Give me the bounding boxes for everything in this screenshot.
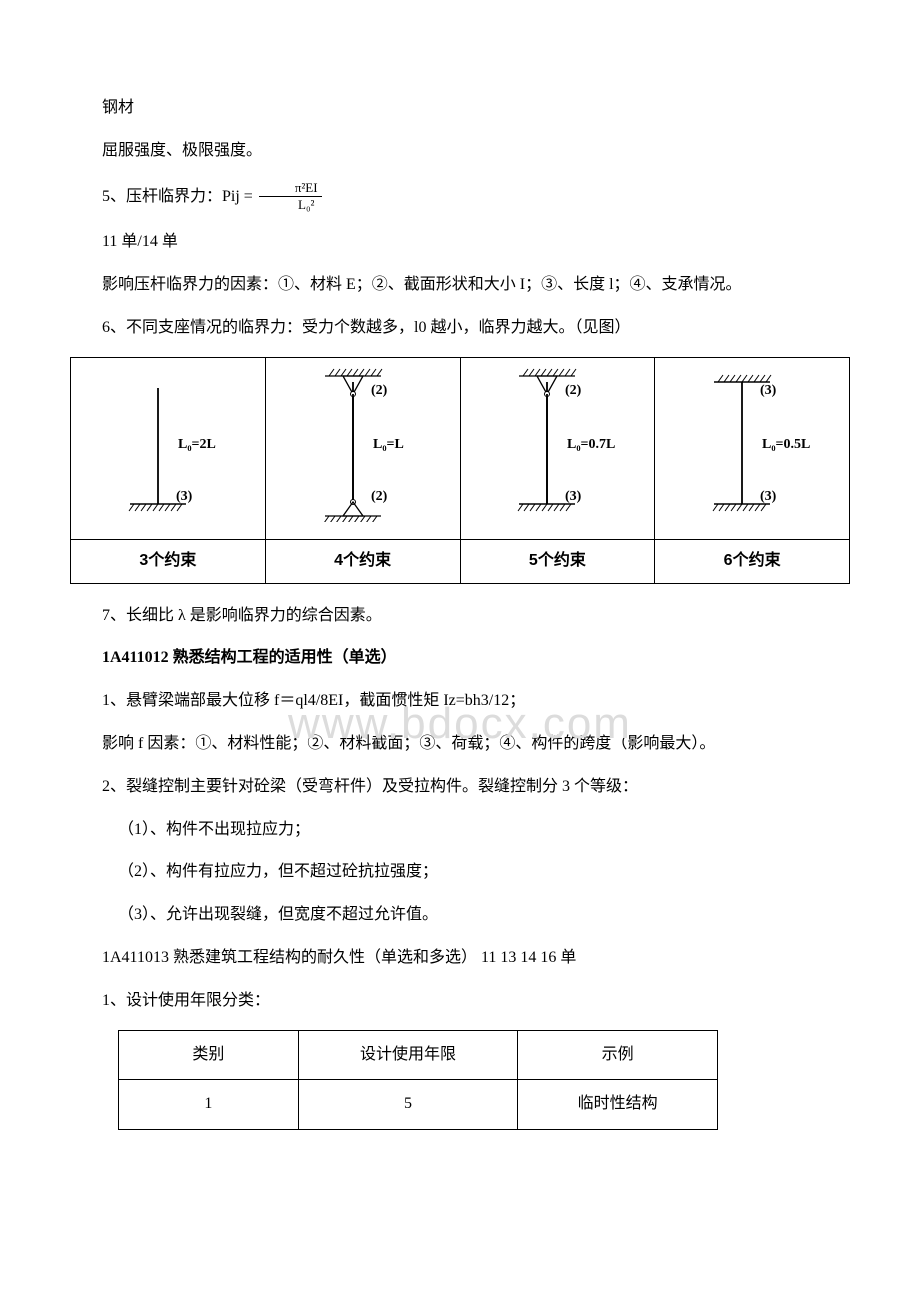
diagram-cell: (2) L₀=0.7L (3): [460, 357, 655, 539]
table-header-cell: 示例: [518, 1030, 718, 1080]
para-cantilever: 1、悬臂梁端部最大位移 f＝ql4/8EI，截面惯性矩 Iz=bh3/12；: [70, 687, 850, 716]
diagram-cell: (2) L₀=L (2): [265, 357, 460, 539]
svg-text:(3): (3): [565, 489, 582, 504]
para-ref: 11 单/14 单: [70, 228, 850, 257]
table-header-cell: 设计使用年限: [298, 1030, 518, 1080]
diagram-label-cell: 5个约束: [460, 539, 655, 583]
para-crack: 2、裂缝控制主要针对砼梁（受弯杆件）及受拉构件。裂缝控制分 3 个等级：: [70, 773, 850, 802]
svg-text:L₀=2L: L₀=2L: [178, 437, 216, 452]
para-steel: 钢材: [70, 94, 850, 123]
table-cell: 临时性结构: [518, 1080, 718, 1130]
svg-text:L₀=0.7L: L₀=0.7L: [567, 437, 615, 452]
formula-numerator: π²EI: [259, 180, 322, 198]
formula-denominator: L₀²: [262, 197, 318, 214]
para-factors: 影响压杆临界力的因素：①、材料 E；②、截面形状和大小 I；③、长度 l；④、支…: [70, 271, 850, 300]
para-design-life: 1、设计使用年限分类：: [70, 987, 850, 1016]
table-row: 1 5 临时性结构: [119, 1080, 718, 1130]
table-header-row: 类别 设计使用年限 示例: [119, 1030, 718, 1080]
svg-text:(2): (2): [565, 383, 582, 398]
para-crack2: （2）、构件有拉应力，但不超过砼抗拉强度；: [70, 858, 850, 887]
diagram-label-cell: 4个约束: [265, 539, 460, 583]
formula-critical-force: 5、压杆临界力：Pij = π²EI L₀²: [70, 180, 850, 215]
para-crack3: （3）、允许出现裂缝，但宽度不超过允许值。: [70, 901, 850, 930]
para-strength: 屈服强度、极限强度。: [70, 137, 850, 166]
svg-text:L₀=0.5L: L₀=0.5L: [762, 437, 810, 452]
column-diagram-table: L₀=2L (3) (2) L₀=L (2) (2) L₀=0.7L (3) (3) L₀=0.5…: [70, 357, 850, 584]
table-header-cell: 类别: [119, 1030, 299, 1080]
para-f-factors: 影响 f 因素：①、材料性能；②、材料截面；③、荷载；④、构件的跨度（影响最大）…: [70, 730, 850, 759]
table-cell: 1: [119, 1080, 299, 1130]
svg-text:(2): (2): [371, 383, 388, 398]
svg-text:(2): (2): [371, 489, 388, 504]
para-supports: 6、不同支座情况的临界力：受力个数越多，l0 越小，临界力越大。（见图）: [70, 314, 850, 343]
para-1a411013: 1A411013 熟悉建筑工程结构的耐久性（单选和多选） 11 13 14 16…: [70, 944, 850, 973]
diagram-cell: L₀=2L (3): [71, 357, 266, 539]
svg-text:(3): (3): [176, 489, 193, 504]
svg-text:(3): (3): [760, 489, 777, 504]
svg-text:(3): (3): [760, 383, 777, 398]
para-crack1: （1）、构件不出现拉应力；: [70, 816, 850, 845]
diagram-label-cell: 6个约束: [655, 539, 850, 583]
svg-text:L₀=L: L₀=L: [373, 437, 404, 452]
para-slenderness: 7、长细比 λ 是影响临界力的综合因素。: [70, 602, 850, 631]
table-cell: 5: [298, 1080, 518, 1130]
design-life-table: 类别 设计使用年限 示例 1 5 临时性结构: [118, 1030, 718, 1131]
formula-fraction: π²EI L₀²: [259, 180, 322, 215]
diagram-cell: (3) L₀=0.5L (3): [655, 357, 850, 539]
formula-prefix: 5、压杆临界力：Pij =: [70, 183, 253, 212]
diagram-label-cell: 3个约束: [71, 539, 266, 583]
heading-1a411012: 1A411012 熟悉结构工程的适用性（单选）: [70, 644, 850, 673]
